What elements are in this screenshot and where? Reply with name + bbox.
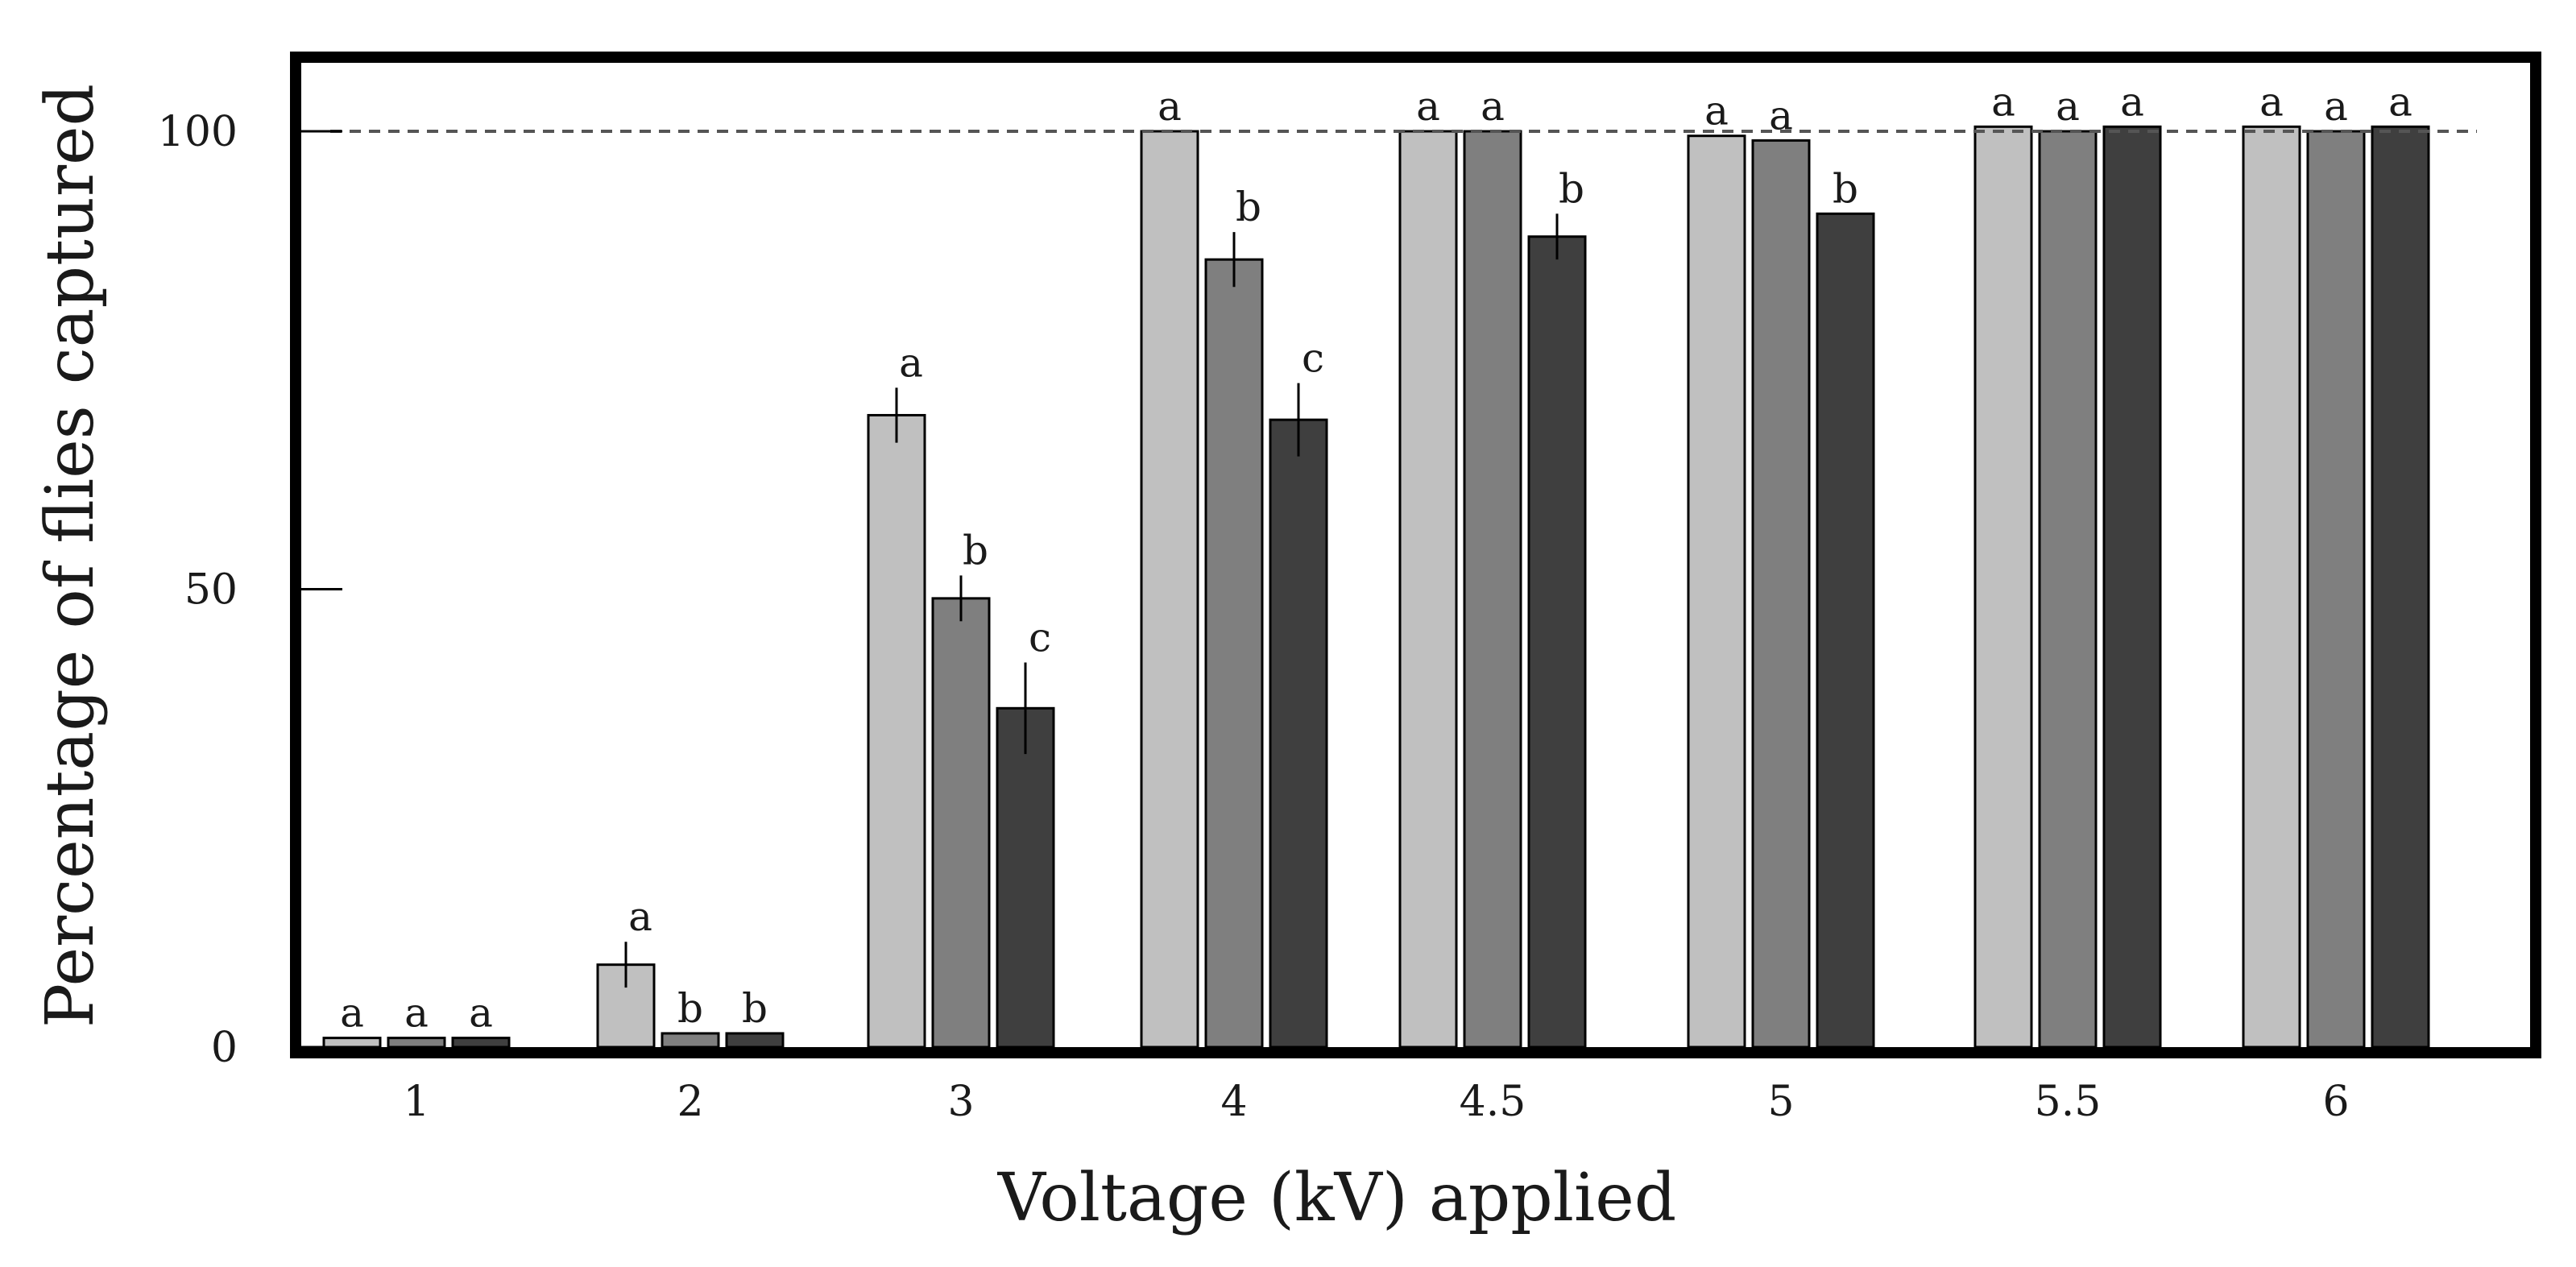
x-tick-label-5.5: 5.5 [2035,1078,2102,1126]
plot-frame [290,52,2541,1058]
sig-letter-3-s3: c [1029,614,1051,660]
x-tick-label-2: 2 [677,1078,703,1126]
bar-3-s3 [996,706,1055,1049]
bar-5-s3 [1816,212,1875,1049]
bar-5.5-s2 [2038,130,2098,1049]
sig-letter-2-s1: a [628,893,652,940]
x-tick-label-6: 6 [2322,1078,2349,1126]
bar-5-s1 [1687,135,1746,1049]
bar-4-s2 [1204,258,1264,1049]
bar-3-s1 [867,413,926,1049]
sig-letter-6-s1: a [2259,78,2284,125]
sig-letter-3-s1: a [899,339,923,386]
sig-letter-4-s2: b [1236,184,1261,230]
x-tick-label-3: 3 [947,1078,974,1126]
y-tick-label-50: 50 [184,566,238,615]
sig-letter-2-s2: b [677,985,703,1032]
bar-4.5-s1 [1398,130,1458,1049]
bar-5.5-s3 [2102,125,2162,1049]
y-tick-label-0: 0 [211,1024,238,1072]
y-axis-title: Percentage of flies captured [32,84,109,1028]
bar-2-s3 [725,1032,785,1049]
sig-letter-6-s2: a [2324,83,2348,130]
sig-letter-4.5-s2: a [1481,83,1505,130]
ticks-layer: 1 2 3 4 4.5 5 5.5 6 0 50 100 [158,108,2350,1126]
x-axis-title: Voltage (kV) applied [997,1160,1677,1236]
sig-letter-4-s3: c [1302,335,1324,382]
sig-letter-4.5-s1: a [1416,83,1440,130]
bar-6-s3 [2371,125,2430,1049]
x-tick-label-4.5: 4.5 [1460,1078,1526,1126]
y-tick-label-100: 100 [158,108,238,156]
sig-letter-1-s1: a [340,990,364,1037]
sig-letter-4-s1: a [1158,83,1182,130]
bar-4.5-s2 [1463,130,1522,1049]
bar-4-s1 [1140,130,1199,1049]
sig-letter-5-s1: a [1704,88,1729,135]
sig-letter-6-s3: a [2388,78,2412,125]
sig-letter-3-s2: b [963,527,988,573]
bar-1-s2 [387,1037,446,1049]
sig-letter-1-s2: a [404,990,429,1037]
sig-letter-5-s3: b [1833,165,1858,212]
sig-letter-5.5-s1: a [1991,78,2015,125]
bar-3-s2 [931,597,991,1049]
x-tick-label-5: 5 [1767,1078,1794,1126]
x-tick-label-4: 4 [1220,1078,1247,1126]
sig-letter-4.5-s3: b [1559,165,1584,212]
bar-4.5-s3 [1527,235,1587,1049]
bar-1-s1 [322,1037,382,1049]
bar-1-s3 [451,1037,511,1049]
bar-5.5-s1 [1973,125,2033,1049]
sig-letter-5.5-s2: a [2056,83,2080,130]
x-tick-label-1: 1 [403,1078,429,1126]
sig-letter-1-s3: a [469,990,493,1037]
sig-letter-2-s3: b [742,985,768,1032]
sig-letter-5.5-s3: a [2120,78,2144,125]
bar-5-s2 [1751,139,1811,1049]
bar-4-s3 [1269,418,1328,1049]
bar-2-s2 [661,1032,720,1049]
bar-6-s2 [2306,130,2366,1049]
bar-6-s1 [2242,125,2301,1049]
